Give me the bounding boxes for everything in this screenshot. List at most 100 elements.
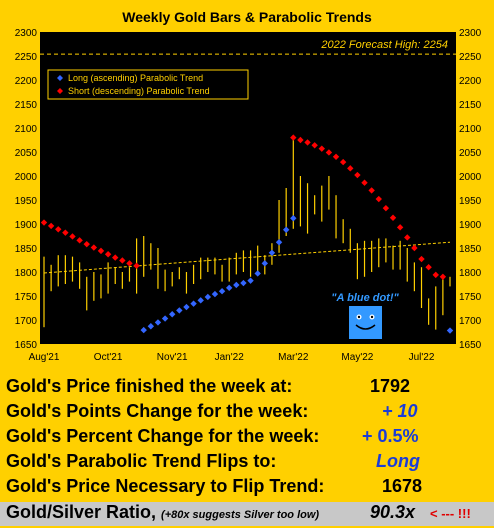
y-tick-label-left: 2300 xyxy=(15,28,38,39)
y-tick-label-right: 2150 xyxy=(459,100,482,111)
y-tick-label-left: 2100 xyxy=(15,124,38,135)
points-row: Gold's Points Change for the week: + 10 xyxy=(6,401,486,426)
long-trend-dot xyxy=(446,327,454,334)
chart: Weekly Gold Bars & Parabolic Trends 1650… xyxy=(14,9,482,363)
short-trend-dot xyxy=(290,134,297,141)
y-tick-label-right: 2300 xyxy=(459,28,482,39)
long-trend-dot xyxy=(261,260,269,267)
y-tick-label-right: 1750 xyxy=(459,292,482,303)
y-tick-label-left: 1800 xyxy=(15,268,38,279)
y-tick-label-right: 2250 xyxy=(459,52,482,63)
y-axis-left: 1650 1700 1750 1800 1850 1900 1950 2000 2050 2100… xyxy=(15,28,38,351)
stats-panel: Gold's Price finished the week at: 1792 … xyxy=(0,372,494,528)
short-trend-dot xyxy=(83,240,90,248)
short-trend-dot xyxy=(339,158,347,166)
ratio-label: Gold/Silver Ratio, xyxy=(6,502,157,522)
short-trend-dot xyxy=(311,142,318,149)
price-label: Gold's Price finished the week at: xyxy=(6,376,293,396)
necessary-label: Gold's Price Necessary to Flip Trend: xyxy=(6,476,325,496)
long-trend-dot xyxy=(169,311,176,318)
y-tick-label-right: 1650 xyxy=(459,340,482,351)
legend-short-marker xyxy=(57,88,63,94)
ratio-label-group: Gold/Silver Ratio, (+80x suggests Silver… xyxy=(6,502,319,523)
long-trend-dot xyxy=(204,293,212,301)
short-trend-dot xyxy=(389,214,397,221)
long-trend-dot xyxy=(218,288,226,295)
short-trend-dot xyxy=(396,224,404,231)
legend-long-marker xyxy=(57,75,63,81)
y-tick-label-left: 2250 xyxy=(15,52,38,63)
x-tick-label: Jul'22 xyxy=(409,352,435,363)
long-trend-dot xyxy=(147,323,155,330)
y-tick-label-right: 2100 xyxy=(459,124,482,135)
long-trend-dot xyxy=(240,279,247,287)
long-trend-dots xyxy=(140,215,454,334)
percent-row: Gold's Percent Change for the week: + 0.… xyxy=(6,426,486,451)
short-trend-dot xyxy=(69,233,76,240)
short-trend-dot xyxy=(297,136,304,144)
flip-row: Gold's Parabolic Trend Flips to: Long xyxy=(6,451,486,476)
points-value: + 10 xyxy=(382,401,418,421)
long-trend-dot xyxy=(290,215,297,222)
long-trend-dot xyxy=(282,226,290,233)
x-tick-label: Aug'21 xyxy=(29,352,60,363)
long-trend-dot xyxy=(254,270,261,277)
short-trend-dot xyxy=(90,244,98,251)
long-trend-dot xyxy=(233,281,240,289)
long-trend-dot xyxy=(140,326,147,334)
legend-box xyxy=(47,69,249,100)
long-trend-dot xyxy=(275,239,283,246)
price-value: 1792 xyxy=(370,376,411,396)
short-trend-dot xyxy=(126,260,133,267)
y-tick-label-left: 1750 xyxy=(15,292,38,303)
short-trend-dot xyxy=(411,244,418,252)
x-tick-label: Nov'21 xyxy=(157,352,188,363)
short-trend-dot xyxy=(332,153,340,160)
long-trend-dot xyxy=(197,297,204,304)
short-trend-dot xyxy=(347,165,354,172)
long-trend-dot xyxy=(154,319,162,326)
flip-label: Gold's Parabolic Trend Flips to: xyxy=(6,451,277,471)
short-trend-dot xyxy=(382,204,390,212)
y-tick-label-left: 1650 xyxy=(15,340,38,351)
legend: Long (ascending) Parabolic Trend Short (… xyxy=(47,69,249,100)
short-trend-dot xyxy=(432,271,439,279)
short-trend-dot xyxy=(55,226,62,233)
necessary-row: Gold's Price Necessary to Flip Trend: 16… xyxy=(6,476,486,501)
short-trend-dot xyxy=(47,222,55,230)
percent-value: + 0.5% xyxy=(362,426,419,446)
long-trend-dot xyxy=(176,307,183,314)
long-trend-dot xyxy=(247,277,254,284)
short-trend-dot xyxy=(361,179,368,186)
ratio-arrow: < --- !!! xyxy=(430,506,471,521)
y-tick-label-right: 1700 xyxy=(459,316,482,327)
short-trend-dots xyxy=(40,134,447,280)
short-trend-dot xyxy=(133,262,140,269)
short-trend-dot xyxy=(97,247,105,255)
smiley-box xyxy=(349,306,382,339)
legend-short-label: Short (descending) Parabolic Trend xyxy=(68,86,210,96)
x-tick-label: Mar'22 xyxy=(278,352,309,363)
long-trend-dot xyxy=(190,300,197,307)
short-trend-dot xyxy=(375,195,382,203)
price-bars xyxy=(43,137,451,330)
y-tick-label-right: 1950 xyxy=(459,196,482,207)
y-tick-label-left: 1850 xyxy=(15,244,38,255)
y-tick-label-left: 1900 xyxy=(15,220,38,231)
y-tick-label-right: 1800 xyxy=(459,268,482,279)
short-trend-dot xyxy=(119,257,126,264)
long-trend-dot xyxy=(211,290,219,298)
y-tick-label-left: 2150 xyxy=(15,100,38,111)
long-trend-dot xyxy=(268,249,276,256)
regression-line xyxy=(43,241,451,274)
x-tick-label: Jan'22 xyxy=(215,352,245,363)
forecast-label: 2022 Forecast High: 2254 xyxy=(320,39,448,51)
x-axis: Aug'21 Oct'21 Nov'21 Jan'22 Mar'22 May'22 Jul'… xyxy=(29,352,435,363)
short-trend-dot xyxy=(62,229,69,236)
necessary-value: 1678 xyxy=(382,476,423,496)
points-label: Gold's Points Change for the week: xyxy=(6,401,309,421)
short-trend-dot xyxy=(425,264,432,271)
y-tick-label-right: 2200 xyxy=(459,76,482,87)
x-tick-label: Oct'21 xyxy=(94,352,123,363)
short-trend-dot xyxy=(439,273,447,280)
